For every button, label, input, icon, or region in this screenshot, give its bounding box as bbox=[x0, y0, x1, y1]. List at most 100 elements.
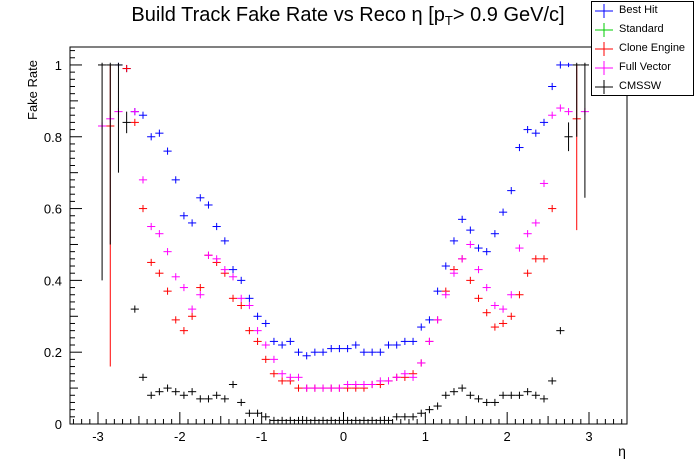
data-point-full-vector bbox=[294, 373, 303, 381]
data-point-best-hit bbox=[433, 287, 442, 295]
data-point-cmssw bbox=[245, 409, 254, 417]
axes: -3 -2 -1 0 1 2 3 0 0.2 0.4 0.6 0.8 1 η Fake Rate bbox=[25, 46, 628, 459]
data-point-cmssw bbox=[417, 409, 426, 417]
data-point-best-hit bbox=[384, 341, 393, 349]
data-point-cmssw bbox=[237, 398, 246, 407]
data-point-clone-engine bbox=[498, 319, 508, 328]
data-point-cmssw bbox=[425, 406, 434, 414]
data-point-cmssw bbox=[122, 111, 131, 134]
data-point-cmssw bbox=[498, 391, 508, 399]
x-tick-label: -3 bbox=[92, 429, 104, 444]
data-point-best-hit bbox=[425, 316, 434, 324]
data-point-clone-engine bbox=[466, 276, 475, 284]
data-point-clone-engine bbox=[196, 283, 205, 292]
data-point-cmssw bbox=[155, 388, 164, 396]
data-point-best-hit bbox=[474, 244, 483, 252]
data-point-cmssw bbox=[531, 391, 540, 399]
x-tick-label: 3 bbox=[585, 429, 592, 444]
data-point-best-hit bbox=[548, 82, 557, 91]
data-point-cmssw bbox=[548, 377, 557, 385]
data-point-cmssw bbox=[302, 416, 311, 424]
data-point-cmssw bbox=[327, 416, 336, 424]
data-point-cmssw bbox=[261, 413, 270, 421]
data-point-best-hit bbox=[498, 208, 508, 216]
data-point-best-hit bbox=[523, 125, 532, 134]
data-point-full-vector bbox=[343, 380, 352, 389]
data-point-clone-engine bbox=[269, 370, 279, 378]
data-point-best-hit bbox=[556, 61, 565, 69]
data-point-clone-engine bbox=[515, 291, 524, 299]
data-point-clone-engine bbox=[507, 312, 516, 320]
data-point-best-hit bbox=[196, 194, 205, 202]
data-point-full-vector bbox=[237, 294, 246, 302]
data-point-clone-engine bbox=[171, 316, 180, 324]
data-point-cmssw bbox=[368, 416, 377, 424]
data-point-best-hit bbox=[294, 348, 303, 356]
data-point-best-hit bbox=[392, 341, 401, 349]
y-axis-label: Fake Rate bbox=[25, 60, 40, 120]
data-point-clone-engine bbox=[155, 269, 164, 277]
data-point-cmssw bbox=[384, 416, 393, 424]
series-clone-engine bbox=[106, 64, 581, 392]
data-point-cmssw bbox=[335, 416, 344, 424]
data-point-clone-engine bbox=[539, 255, 549, 263]
data-point-clone-engine bbox=[237, 301, 246, 310]
data-point-best-hit bbox=[564, 62, 573, 68]
data-point-cmssw bbox=[204, 395, 213, 403]
data-point-best-hit bbox=[179, 212, 189, 220]
y-tick-label: 0.6 bbox=[44, 202, 62, 217]
y-tick-label: 0.8 bbox=[44, 130, 62, 145]
data-point-full-vector bbox=[548, 111, 557, 119]
legend-marker-clone-engine bbox=[595, 42, 613, 56]
legend-label-full-vector: Full Vector bbox=[619, 61, 671, 73]
data-point-full-vector bbox=[474, 266, 483, 274]
data-point-full-vector bbox=[498, 305, 508, 313]
legend-marker-full-vector bbox=[595, 61, 613, 75]
series-best-hit bbox=[114, 61, 573, 360]
data-point-clone-engine bbox=[245, 327, 254, 335]
series-cmssw bbox=[98, 62, 589, 424]
data-point-cmssw bbox=[212, 391, 221, 399]
data-point-best-hit bbox=[163, 147, 172, 155]
data-point-cmssw bbox=[318, 416, 328, 424]
data-point-clone-engine bbox=[122, 64, 131, 73]
data-point-cmssw bbox=[449, 388, 459, 396]
data-point-cmssw bbox=[310, 416, 319, 424]
data-point-full-vector bbox=[286, 373, 295, 381]
data-point-full-vector bbox=[327, 384, 336, 392]
data-point-cmssw bbox=[359, 416, 369, 424]
data-point-best-hit bbox=[539, 118, 549, 126]
data-point-best-hit bbox=[269, 337, 279, 346]
data-point-full-vector bbox=[400, 370, 409, 378]
data-point-cmssw bbox=[482, 398, 491, 407]
data-point-best-hit bbox=[531, 129, 540, 137]
data-point-best-hit bbox=[286, 337, 295, 346]
data-point-clone-engine bbox=[147, 258, 156, 267]
data-point-best-hit bbox=[171, 176, 180, 184]
legend: Best Hit Standard Clone Engine Full Vect… bbox=[591, 1, 694, 96]
data-point-full-vector bbox=[220, 266, 229, 274]
data-point-best-hit bbox=[237, 276, 246, 284]
data-point-best-hit bbox=[261, 319, 270, 328]
data-point-best-hit bbox=[155, 129, 164, 137]
data-point-cmssw bbox=[392, 413, 401, 421]
data-marks bbox=[98, 61, 589, 424]
legend-label-best-hit: Best Hit bbox=[619, 4, 658, 16]
data-point-clone-engine bbox=[253, 337, 262, 346]
data-point-best-hit bbox=[515, 143, 524, 152]
data-point-clone-engine bbox=[548, 204, 557, 213]
legend-marker-cmssw bbox=[595, 80, 613, 94]
legend-item-clone-engine: Clone Engine bbox=[592, 40, 693, 58]
x-tick-label: 1 bbox=[422, 429, 429, 444]
plot-frame bbox=[69, 46, 628, 425]
data-point-cmssw bbox=[114, 62, 123, 173]
data-point-cmssw bbox=[507, 391, 516, 399]
y-tick-label: 0 bbox=[55, 417, 62, 432]
data-point-full-vector bbox=[449, 269, 459, 277]
data-point-clone-engine bbox=[188, 312, 197, 320]
data-point-clone-engine bbox=[482, 309, 491, 317]
legend-marker-standard bbox=[595, 23, 613, 37]
data-point-full-vector bbox=[515, 244, 524, 252]
data-point-full-vector bbox=[351, 380, 360, 389]
